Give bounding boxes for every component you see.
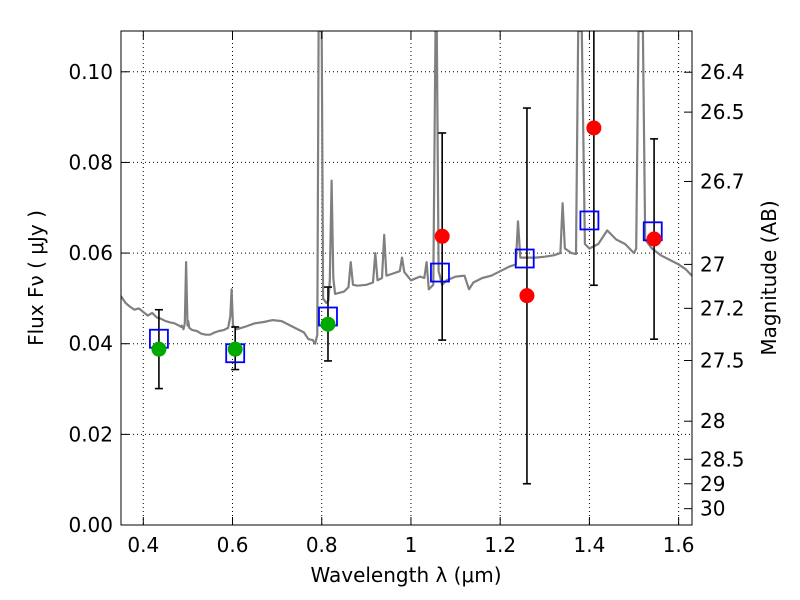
right-axis-label: Magnitude (AB): [757, 200, 781, 355]
y-tick-label: 0.06: [68, 241, 113, 265]
x-tick-label: 1.4: [573, 533, 605, 557]
right-tick-label: 26.4: [700, 60, 745, 84]
observed-point: [151, 341, 167, 357]
y-axis-label: Flux Fν ( μJy ): [24, 210, 48, 346]
right-tick-label: 26.5: [700, 100, 745, 124]
y-tick-label: 0.02: [68, 422, 113, 446]
observed-point: [519, 288, 535, 304]
x-axis-label: Wavelength λ (μm): [310, 563, 501, 587]
observed-point: [646, 231, 662, 247]
y-tick-label: 0.10: [68, 60, 113, 84]
y-axis-label-text: Flux Fν ( μJy ): [24, 210, 48, 346]
right-tick-label: 28.5: [700, 447, 745, 471]
x-tick-label: 1.2: [484, 533, 516, 557]
model-square: [430, 262, 450, 283]
x-tick-label: 1: [405, 533, 418, 557]
grid: [121, 31, 692, 526]
right-tick-label: 26.7: [700, 169, 745, 193]
right-tick-label: 27.5: [700, 348, 745, 372]
sed-line: [121, 31, 692, 345]
x-tick-label: 1.6: [663, 533, 695, 557]
x-tick-label: 0.8: [306, 533, 338, 557]
x-tick-label: 0.4: [127, 533, 159, 557]
model-box-layer: [149, 210, 663, 364]
model-square: [514, 248, 535, 269]
plot-frame: [120, 30, 693, 526]
right-tick-label: 29: [700, 472, 725, 496]
observed-point: [586, 120, 602, 136]
axis-ticks: 0.4 0.6 0.8 1 1.2 1.4 1.6 0.00 0.02 0.04 0.06 0.08 0…: [68, 31, 745, 557]
sed-curve-layer: [121, 31, 692, 345]
observed-point: [227, 341, 243, 357]
right-tick-label: 27.2: [700, 296, 745, 320]
right-tick-label: 28: [700, 409, 725, 433]
y-tick-label: 0.00: [68, 513, 113, 537]
x-axis-label-text: Wavelength λ (μm): [310, 563, 501, 587]
right-tick-label: 27: [700, 252, 725, 276]
x-tick-label: 0.6: [217, 533, 249, 557]
y-tick-label: 0.04: [68, 332, 113, 356]
right-axis-label-text: Magnitude (AB): [757, 200, 781, 355]
observed-point: [434, 228, 450, 244]
right-tick-label: 30: [700, 497, 725, 521]
observed-point: [320, 316, 336, 332]
model-square: [579, 210, 600, 231]
y-tick-label: 0.08: [68, 150, 113, 174]
observed-point-layer: [151, 120, 662, 357]
